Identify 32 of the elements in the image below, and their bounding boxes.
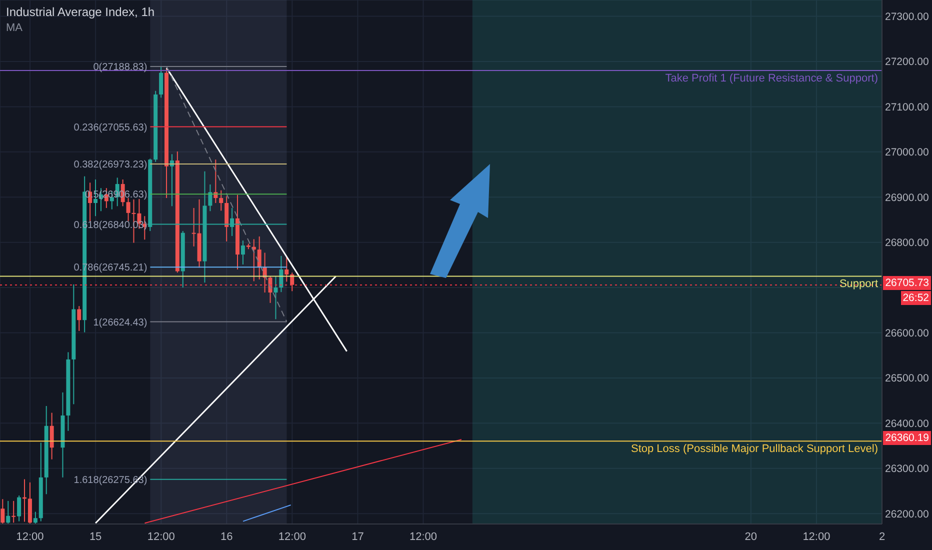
- x-tick-label: 12:00: [278, 530, 306, 543]
- y-tick-label: 27300.00: [885, 11, 929, 24]
- x-tick-label: 12:00: [409, 530, 438, 543]
- ref-line-label: Support: [839, 278, 878, 290]
- x-tick-label: 12:00: [802, 530, 830, 543]
- y-tick-label: 27100.00: [885, 101, 929, 114]
- annotation: 1(26624.43): [93, 317, 148, 328]
- x-tick-label: 2: [878, 530, 886, 543]
- x-tick-label: 16: [220, 530, 233, 543]
- x-tick-label: 20: [744, 530, 758, 543]
- annotation: 0.382(26973.23): [74, 160, 148, 171]
- y-tick-label: 26300.00: [885, 463, 929, 476]
- y-tick-label: 26500.00: [885, 372, 929, 385]
- ref-line-label: Take Profit 1 (Future Resistance & Support): [665, 72, 878, 85]
- y-tick-label: 27000.00: [885, 146, 929, 159]
- text: 26:52: [900, 291, 931, 305]
- text: Industrial Average Index, 1h: [6, 4, 155, 20]
- y-tick-label: 26200.00: [885, 508, 929, 520]
- x-tick-label: 15: [89, 530, 102, 543]
- y-tick-label: 26900.00: [885, 192, 929, 204]
- y-tick-label: 26800.00: [885, 237, 929, 250]
- text: 26705.73: [883, 276, 931, 290]
- y-tick-label: 26600.00: [885, 327, 929, 340]
- annotation: 0.236(27055.63): [74, 122, 148, 134]
- y-tick-label: 27200.00: [885, 56, 929, 68]
- ref-line-label: Stop Loss (Possible Major Pullback Support Level): [630, 443, 878, 456]
- y-tick-label: 26400.00: [885, 418, 929, 430]
- annotation: MA: [6, 21, 22, 36]
- x-tick-label: 17: [352, 530, 364, 543]
- x-tick-label: 12:00: [16, 530, 44, 543]
- text: 26360.19: [883, 431, 931, 445]
- x-tick-label: 12:00: [147, 530, 175, 543]
